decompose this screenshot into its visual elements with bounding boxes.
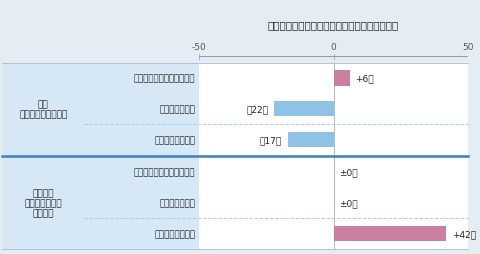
Text: ホームページ併用: ホームページ併用	[155, 135, 195, 144]
Text: 他チャネル併用: 他チャネル併用	[159, 105, 195, 114]
Text: +6点: +6点	[356, 74, 374, 83]
Text: コールセンター以外利用者: コールセンター以外利用者	[134, 168, 195, 177]
Text: －17点: －17点	[260, 135, 282, 144]
Text: －22点: －22点	[247, 105, 269, 114]
Text: +42点: +42点	[452, 229, 476, 238]
Text: ±0点: ±0点	[339, 168, 358, 177]
Text: 0: 0	[331, 43, 336, 52]
Text: コールセンター以外利用者: コールセンター以外利用者	[134, 74, 195, 83]
Text: -50: -50	[192, 43, 206, 52]
Text: ホームページ併用: ホームページ併用	[155, 229, 195, 238]
Text: 全体
（全体平均との差）: 全体 （全体平均との差）	[19, 100, 67, 119]
Text: 他チャネル併用: 他チャネル併用	[159, 199, 195, 208]
Text: 他チャネル併用有無と満足度（平均点）との差: 他チャネル併用有無と満足度（平均点）との差	[268, 20, 399, 30]
Text: 証券会社
（証券会社平均
との差）: 証券会社 （証券会社平均 との差）	[24, 188, 62, 218]
Text: 50: 50	[462, 43, 474, 52]
Text: ±0点: ±0点	[339, 199, 358, 208]
